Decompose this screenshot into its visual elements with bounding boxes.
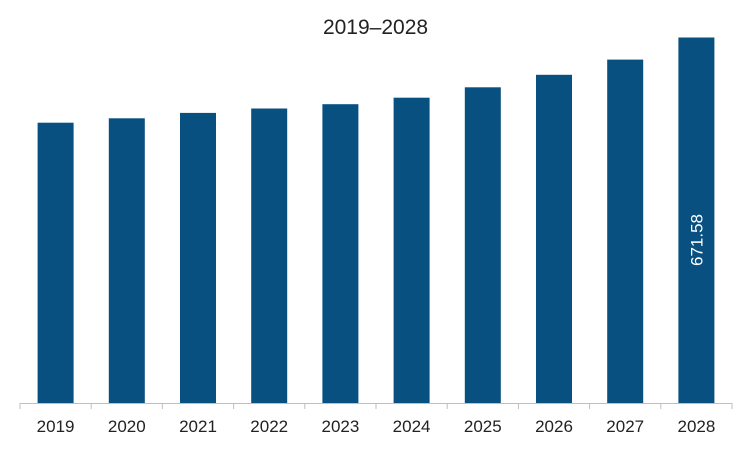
bar-2019 (37, 122, 74, 403)
x-tick-label-2026: 2026 (535, 417, 573, 436)
x-tick-label-2028: 2028 (677, 417, 715, 436)
x-tick-label-2022: 2022 (250, 417, 288, 436)
bar-2027 (607, 59, 644, 403)
x-tick-label-2027: 2027 (606, 417, 644, 436)
bar-2028 (678, 37, 715, 403)
data-label-2028: 671.58 (687, 214, 706, 266)
bar-2022 (251, 108, 288, 403)
bar-2025 (464, 87, 501, 404)
x-tick-label-2023: 2023 (321, 417, 359, 436)
bar-2021 (180, 112, 216, 404)
bar-2023 (322, 104, 359, 403)
x-tick-label-2021: 2021 (179, 417, 217, 436)
x-tick-label-2024: 2024 (393, 417, 431, 436)
x-tick-label-2025: 2025 (464, 417, 502, 436)
bar-2026 (536, 74, 572, 404)
x-tick-label-2019: 2019 (37, 417, 75, 436)
x-tick-label-2020: 2020 (108, 417, 146, 436)
bar-2020 (108, 118, 145, 404)
bar-2024 (393, 97, 430, 403)
chart-title: 2019–2028 (322, 16, 429, 39)
